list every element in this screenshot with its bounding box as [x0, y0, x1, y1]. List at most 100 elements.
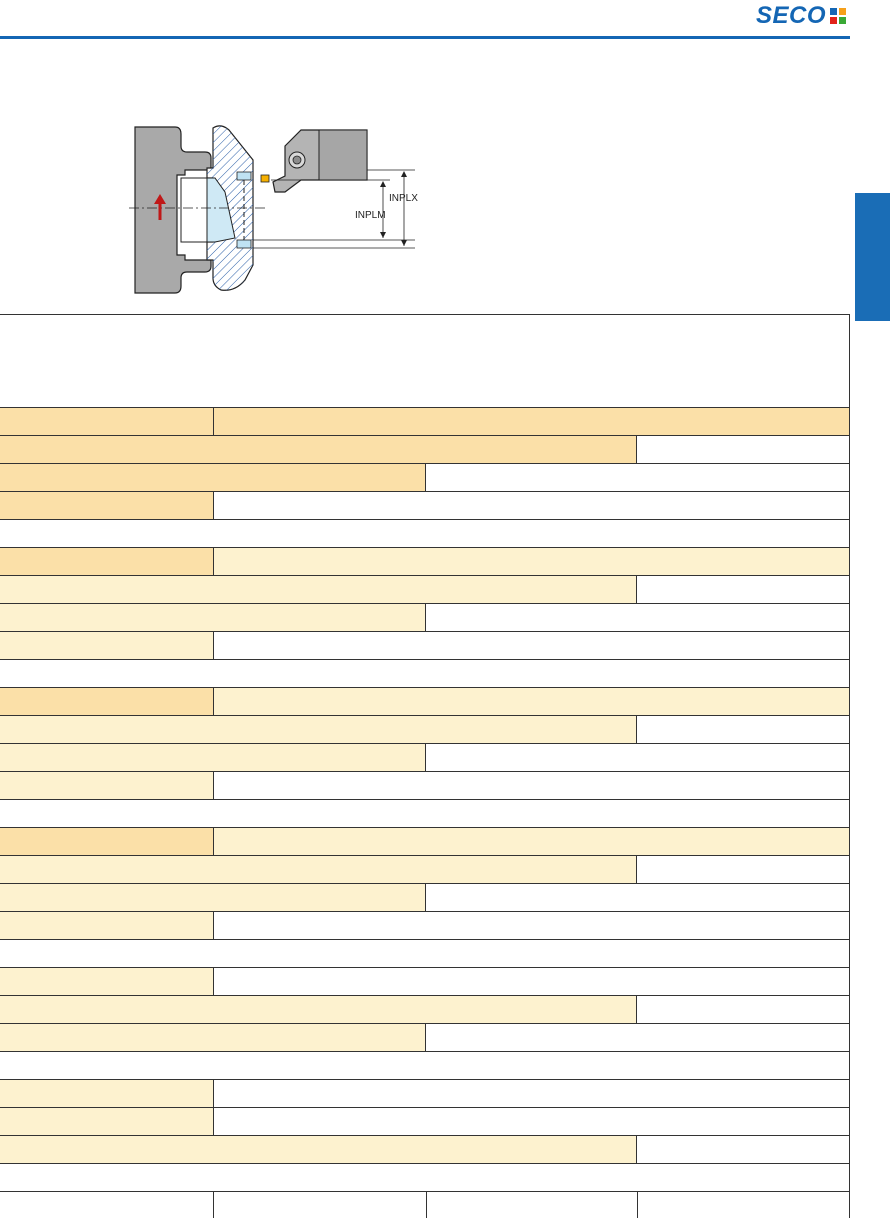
table-cell — [637, 1192, 849, 1218]
table-cell — [0, 1136, 637, 1163]
tool-application-drawing: INPLX INPLM — [129, 125, 418, 294]
table-row — [0, 995, 849, 1023]
table-cell — [0, 800, 849, 827]
inplx-label: INPLX — [389, 193, 418, 204]
table-row — [0, 407, 849, 435]
table-cell — [212, 548, 849, 575]
table-cell — [636, 996, 849, 1023]
table-cell — [212, 1080, 849, 1107]
table-cell — [212, 968, 849, 995]
logo-square-green — [839, 17, 846, 24]
table-cell — [424, 1024, 849, 1051]
table-row — [0, 743, 849, 771]
table-row — [0, 1023, 849, 1051]
table-cell — [0, 772, 213, 799]
logo-square-blue — [830, 8, 837, 15]
table-cell — [212, 408, 849, 435]
table-header-area — [0, 315, 849, 407]
table-row — [0, 1107, 849, 1135]
table-cell — [0, 716, 637, 743]
table-row — [0, 547, 849, 575]
table-cell — [424, 464, 849, 491]
table-cell — [0, 996, 637, 1023]
table-cell — [0, 520, 849, 547]
table-body — [0, 407, 849, 1218]
inplm-label: INPLM — [355, 210, 386, 221]
table-row — [0, 967, 849, 995]
table-cell — [212, 492, 849, 519]
workpiece-body — [134, 126, 212, 294]
table-row — [0, 519, 849, 547]
table-cell — [0, 1052, 849, 1079]
table-row — [0, 659, 849, 687]
table-cell — [0, 828, 213, 855]
table-cell — [0, 856, 637, 883]
table-row — [0, 603, 849, 631]
table-cell — [0, 968, 213, 995]
header-rule — [0, 36, 850, 39]
table-cell — [0, 576, 637, 603]
table-row — [0, 687, 849, 715]
logo-square-orange — [839, 8, 846, 15]
table-cell — [212, 688, 849, 715]
table-row — [0, 491, 849, 519]
table-cell — [0, 464, 425, 491]
table-cell — [212, 828, 849, 855]
specification-table — [0, 314, 850, 1218]
table-cell — [212, 1192, 426, 1218]
flange-section — [206, 125, 254, 291]
table-row — [0, 1135, 849, 1163]
table-cell — [424, 884, 849, 911]
table-row — [0, 771, 849, 799]
table-row — [0, 715, 849, 743]
table-cell — [0, 604, 425, 631]
table-cell — [0, 548, 213, 575]
table-cell — [0, 1108, 213, 1135]
table-cell — [0, 912, 213, 939]
table-cell — [0, 1024, 425, 1051]
table-row — [0, 1163, 849, 1191]
table-row — [0, 1191, 849, 1218]
grooving-tool — [260, 129, 368, 193]
table-row — [0, 1079, 849, 1107]
table-row — [0, 855, 849, 883]
table-cell — [0, 688, 213, 715]
table-row — [0, 1051, 849, 1079]
table-cell — [636, 856, 849, 883]
table-cell — [425, 1192, 638, 1218]
table-cell — [636, 716, 849, 743]
logo-mark-icon — [830, 8, 846, 24]
table-cell — [0, 408, 213, 435]
table-cell — [0, 492, 213, 519]
table-cell — [212, 1108, 849, 1135]
table-cell — [212, 772, 849, 799]
table-cell — [0, 436, 637, 463]
logo-square-red — [830, 17, 837, 24]
rotation-arrow-icon — [154, 194, 166, 220]
table-cell — [212, 632, 849, 659]
table-row — [0, 463, 849, 491]
table-cell — [212, 912, 849, 939]
table-row — [0, 435, 849, 463]
table-row — [0, 827, 849, 855]
table-row — [0, 939, 849, 967]
table-cell — [636, 1136, 849, 1163]
table-cell — [0, 1192, 213, 1218]
table-cell — [424, 604, 849, 631]
table-cell — [0, 1164, 849, 1191]
table-row — [0, 883, 849, 911]
table-row — [0, 631, 849, 659]
table-cell — [0, 884, 425, 911]
table-row — [0, 799, 849, 827]
groove-highlights — [236, 171, 252, 249]
table-cell — [636, 436, 849, 463]
table-cell — [0, 632, 213, 659]
table-cell — [636, 576, 849, 603]
seco-logo: SECO — [756, 2, 846, 30]
section-side-tab — [855, 193, 890, 321]
table-cell — [0, 940, 849, 967]
table-cell — [0, 1080, 213, 1107]
dimension-lines — [253, 169, 415, 249]
table-cell — [424, 744, 849, 771]
table-row — [0, 911, 849, 939]
